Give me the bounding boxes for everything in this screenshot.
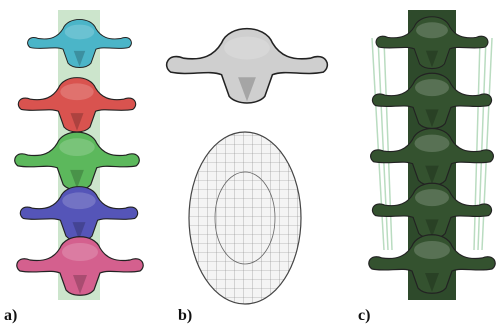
disc-mesh xyxy=(189,132,301,304)
figure: a) b) c) xyxy=(0,0,504,326)
panel-label: a) xyxy=(4,307,17,324)
panel-label: b) xyxy=(178,307,192,324)
panel-label: c) xyxy=(358,307,370,324)
vertebra-l3 xyxy=(15,132,140,190)
panel-c: c) xyxy=(358,10,495,324)
vertebra-l4 xyxy=(20,187,137,241)
panel-b: b) xyxy=(167,29,328,324)
vertebra xyxy=(372,73,491,128)
vertebra-l5 xyxy=(17,237,143,296)
vertebra-l2 xyxy=(18,78,135,132)
vertebra-l1 xyxy=(28,19,132,67)
meshed-vertebra xyxy=(167,29,328,103)
panel-a: a) xyxy=(4,10,143,324)
vertebra xyxy=(376,17,488,69)
